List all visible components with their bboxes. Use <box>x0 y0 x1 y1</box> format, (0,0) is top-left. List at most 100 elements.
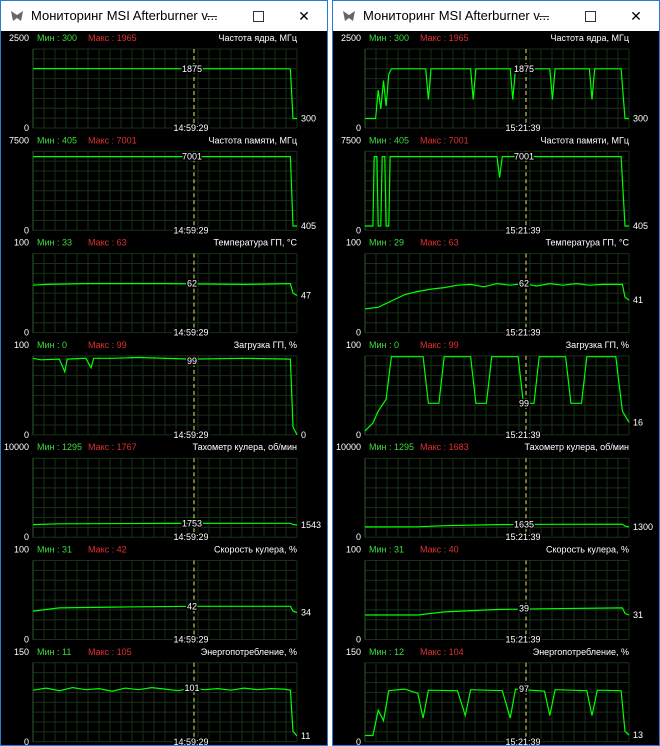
max-label: Макс : 7001 <box>420 135 469 145</box>
cursor-time: 15:21:39 <box>505 430 540 440</box>
graph-panel[interactable]: Мин : 11 Макс : 105 Энергопотребление, % 15… <box>14 647 310 746</box>
cursor-time: 14:59:29 <box>173 430 208 440</box>
graph-panel[interactable]: Мин : 29 Макс : 63 Температура ГП, °С 100 0 6… <box>346 238 643 340</box>
min-label: Мин : 33 <box>37 238 72 248</box>
close-button[interactable]: ✕ <box>281 1 327 31</box>
y-max-tick: 100 <box>346 238 361 248</box>
graph-series-line <box>364 523 630 528</box>
y-min-tick: 0 <box>24 737 29 746</box>
min-label: Мин : 0 <box>369 340 399 350</box>
cursor-value: 1635 <box>514 519 534 529</box>
min-label: Мин : 29 <box>369 238 404 248</box>
title-bar[interactable]: Мониторинг MSI Afterburner v... ✕ <box>1 1 327 31</box>
current-value: 1300 <box>633 522 653 532</box>
max-label: Макс : 63 <box>420 238 459 248</box>
graph-grid <box>32 662 298 743</box>
graph-series-line <box>365 155 629 227</box>
graph-panel[interactable]: Мин : 405 Макс : 7001 Частота памяти, МГц 7… <box>9 135 316 237</box>
cursor-time: 15:21:39 <box>505 123 540 133</box>
y-min-tick: 0 <box>24 532 29 542</box>
graph-panel[interactable]: Мин : 1295 Макс : 1767 Тахометр кулера, об… <box>4 442 321 544</box>
cursor-time: 14:59:29 <box>173 123 208 133</box>
cursor-value: 99 <box>187 356 197 366</box>
window-title: Мониторинг MSI Afterburner v... <box>31 8 218 23</box>
maximize-button[interactable] <box>567 1 613 31</box>
cursor-value: 1753 <box>182 518 202 528</box>
current-value: 405 <box>301 221 316 231</box>
y-max-tick: 2500 <box>341 33 361 43</box>
title-bar[interactable]: Мониторинг MSI Afterburner v... ✕ <box>333 1 659 31</box>
y-max-tick: 10000 <box>4 442 29 452</box>
current-value: 0 <box>301 430 306 440</box>
graph-grid <box>364 48 630 129</box>
cursor-value: 101 <box>184 683 199 693</box>
y-min-tick: 0 <box>356 328 361 338</box>
afterburner-window-left: Мониторинг MSI Afterburner v... ✕ Мин : … <box>0 0 328 746</box>
y-min-tick: 0 <box>24 328 29 338</box>
graphs-canvas: Мин : 300 Макс : 1965 Частота ядра, МГц 250… <box>4 33 321 746</box>
graph-panel[interactable]: Мин : 300 Макс : 1965 Частота ядра, МГц 250… <box>341 33 648 135</box>
maximize-icon <box>252 10 264 22</box>
maximize-button[interactable] <box>235 1 281 31</box>
graph-panel[interactable]: Мин : 0 Макс : 99 Загрузка ГП, % 100 0 99 0 14:… <box>14 340 306 442</box>
cursor-value: 1875 <box>182 64 202 74</box>
graph-title: Энергопотребление, % <box>533 647 629 657</box>
current-value: 13 <box>633 730 643 740</box>
y-max-tick: 100 <box>346 340 361 350</box>
graph-panel[interactable]: Мин : 405 Макс : 7001 Частота памяти, МГц 7… <box>341 135 648 237</box>
window-title: Мониторинг MSI Afterburner v... <box>363 8 550 23</box>
cursor-time: 15:21:39 <box>505 328 540 338</box>
monitoring-graphs[interactable]: Мин : 300 Макс : 1965 Частота ядра, МГц 250… <box>333 31 659 746</box>
graph-series-line <box>33 155 297 227</box>
cursor-time: 15:21:39 <box>505 635 540 645</box>
y-min-tick: 0 <box>356 635 361 645</box>
graph-grid <box>364 457 630 538</box>
graph-panel[interactable]: Мин : 31 Макс : 40 Скорость кулера, % 100 0 3… <box>346 545 643 647</box>
minimize-button[interactable] <box>521 1 567 31</box>
graph-series-line <box>32 522 298 526</box>
graph-panel[interactable]: Мин : 0 Макс : 99 Загрузка ГП, % 100 0 99 16 15… <box>346 340 643 442</box>
y-min-tick: 0 <box>24 225 29 235</box>
current-value: 405 <box>633 221 648 231</box>
monitoring-graphs[interactable]: Мин : 300 Макс : 1965 Частота ядра, МГц 250… <box>1 31 327 746</box>
graph-grid <box>364 560 630 640</box>
maximize-icon <box>584 10 596 22</box>
cursor-time: 14:59:29 <box>173 635 208 645</box>
y-max-tick: 7500 <box>9 135 29 145</box>
graph-title: Частота памяти, МГц <box>541 135 629 145</box>
y-min-tick: 0 <box>356 430 361 440</box>
max-label: Макс : 99 <box>420 340 459 350</box>
min-label: Мин : 31 <box>369 545 404 555</box>
close-button[interactable]: ✕ <box>613 1 659 31</box>
graph-panel[interactable]: Мин : 33 Макс : 63 Температура ГП, °С 100 0 6… <box>14 238 311 340</box>
graph-title: Скорость кулера, % <box>214 545 297 555</box>
min-label: Мин : 300 <box>37 33 77 43</box>
y-max-tick: 150 <box>346 647 361 657</box>
min-label: Мин : 11 <box>37 647 71 657</box>
y-min-tick: 0 <box>356 532 361 542</box>
graph-title: Температура ГП, °С <box>546 238 630 248</box>
close-icon: ✕ <box>630 7 642 24</box>
minimize-button[interactable] <box>189 1 235 31</box>
min-label: Мин : 12 <box>369 647 404 657</box>
current-value: 31 <box>633 610 643 620</box>
cursor-time: 15:21:39 <box>505 532 540 542</box>
graph-panel[interactable]: Мин : 1295 Макс : 1683 Тахометр кулера, об… <box>336 442 653 544</box>
graph-panel[interactable]: Мин : 12 Макс : 104 Энергопотребление, % 15… <box>346 647 643 746</box>
y-min-tick: 0 <box>356 737 361 746</box>
graph-grid <box>364 662 630 743</box>
y-max-tick: 100 <box>14 545 29 555</box>
y-max-tick: 7500 <box>341 135 361 145</box>
current-value: 47 <box>301 290 311 300</box>
graph-panel[interactable]: Мин : 31 Макс : 42 Скорость кулера, % 100 0 4… <box>14 545 311 647</box>
max-label: Макс : 1683 <box>420 442 469 452</box>
min-label: Мин : 300 <box>369 33 409 43</box>
afterburner-window-right: Мониторинг MSI Afterburner v... ✕ Мин : … <box>332 0 660 746</box>
graph-series-line <box>32 605 298 614</box>
graph-grid <box>32 560 298 640</box>
max-label: Макс : 63 <box>88 238 127 248</box>
cursor-value: 62 <box>519 279 529 289</box>
cursor-time: 15:21:39 <box>505 225 540 235</box>
graph-panel[interactable]: Мин : 300 Макс : 1965 Частота ядра, МГц 250… <box>9 33 316 135</box>
graph-grid <box>32 253 298 334</box>
